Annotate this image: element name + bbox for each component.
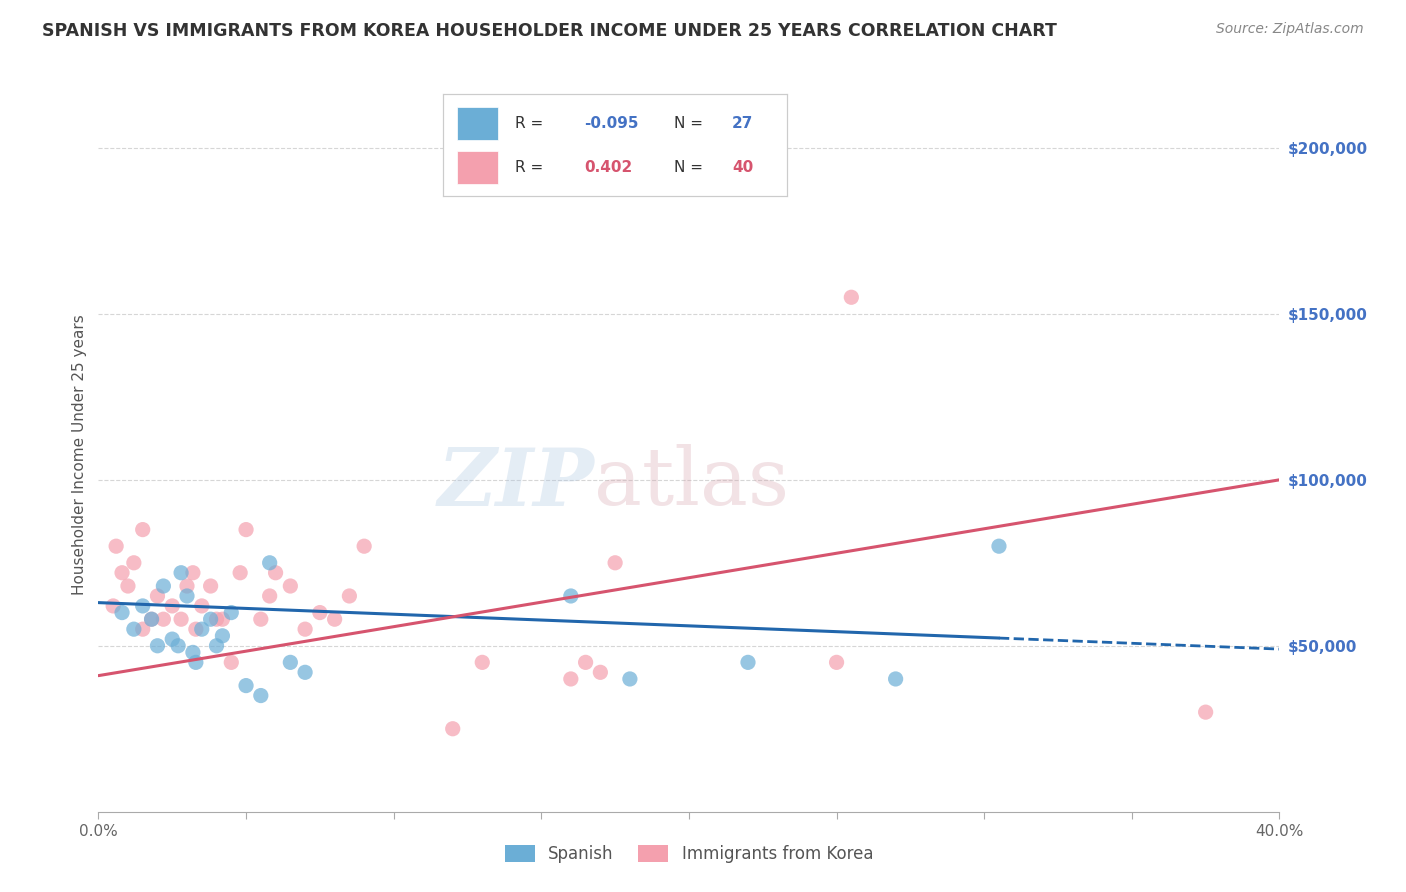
Point	[441, 722, 464, 736]
Point	[839, 290, 862, 304]
Point	[205, 639, 228, 653]
Point	[111, 566, 134, 580]
Point	[250, 689, 273, 703]
Point	[152, 579, 174, 593]
Point	[191, 622, 214, 636]
Point	[200, 579, 222, 593]
Point	[105, 539, 128, 553]
Point	[574, 656, 596, 670]
Point	[122, 556, 145, 570]
Point	[132, 622, 155, 636]
Text: 27: 27	[733, 116, 754, 131]
Point	[219, 606, 242, 620]
Point	[309, 606, 332, 620]
Point	[176, 589, 198, 603]
Point	[560, 589, 582, 603]
Point	[264, 566, 287, 580]
Point	[211, 629, 233, 643]
Text: -0.095: -0.095	[583, 116, 638, 131]
Point	[605, 556, 627, 570]
Point	[184, 622, 207, 636]
Point	[278, 579, 302, 593]
Y-axis label: Householder Income Under 25 years: Householder Income Under 25 years	[72, 315, 87, 595]
Point	[152, 612, 174, 626]
Point	[259, 556, 281, 570]
Point	[211, 612, 233, 626]
Point	[103, 599, 125, 613]
Text: ZIP: ZIP	[437, 445, 595, 522]
Text: SPANISH VS IMMIGRANTS FROM KOREA HOUSEHOLDER INCOME UNDER 25 YEARS CORRELATION C: SPANISH VS IMMIGRANTS FROM KOREA HOUSEHO…	[42, 22, 1057, 40]
Point	[219, 656, 242, 670]
Text: N =: N =	[673, 116, 707, 131]
Point	[205, 612, 228, 626]
Point	[278, 656, 302, 670]
Point	[229, 566, 252, 580]
Point	[987, 539, 1010, 553]
Point	[167, 639, 190, 653]
Point	[170, 566, 193, 580]
Point	[1195, 705, 1218, 719]
Text: 0.402: 0.402	[583, 160, 633, 175]
Point	[560, 672, 582, 686]
FancyBboxPatch shape	[457, 107, 498, 140]
Point	[619, 672, 641, 686]
Text: R =: R =	[515, 160, 553, 175]
Point	[250, 612, 273, 626]
Point	[294, 665, 316, 680]
Point	[353, 539, 375, 553]
Point	[141, 612, 163, 626]
Point	[191, 599, 214, 613]
Point	[117, 579, 139, 593]
FancyBboxPatch shape	[457, 151, 498, 184]
Point	[141, 612, 163, 626]
Point	[146, 589, 169, 603]
Point	[825, 656, 848, 670]
Point	[146, 639, 169, 653]
Point	[235, 679, 257, 693]
Point	[132, 523, 155, 537]
Point	[176, 579, 198, 593]
Point	[122, 622, 145, 636]
Point	[259, 589, 281, 603]
Point	[111, 606, 134, 620]
Text: N =: N =	[673, 160, 707, 175]
Point	[200, 612, 222, 626]
Point	[589, 665, 612, 680]
Point	[181, 645, 204, 659]
Text: atlas: atlas	[595, 444, 790, 523]
Point	[162, 632, 183, 647]
Point	[337, 589, 360, 603]
Point	[170, 612, 193, 626]
Point	[737, 656, 759, 670]
Legend: Spanish, Immigrants from Korea: Spanish, Immigrants from Korea	[496, 837, 882, 871]
Point	[184, 656, 207, 670]
Point	[235, 523, 257, 537]
Point	[132, 599, 155, 613]
Text: R =: R =	[515, 116, 548, 131]
Point	[471, 656, 494, 670]
Point	[323, 612, 346, 626]
Point	[884, 672, 907, 686]
Point	[162, 599, 183, 613]
Point	[294, 622, 316, 636]
Text: 40: 40	[733, 160, 754, 175]
Text: Source: ZipAtlas.com: Source: ZipAtlas.com	[1216, 22, 1364, 37]
Point	[181, 566, 204, 580]
